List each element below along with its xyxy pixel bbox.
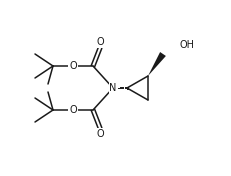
Text: N: N (109, 83, 117, 93)
Text: O: O (96, 37, 104, 47)
Text: O: O (96, 129, 104, 139)
Text: O: O (69, 105, 77, 115)
Polygon shape (148, 52, 166, 76)
Text: O: O (69, 61, 77, 71)
Text: OH: OH (180, 40, 195, 50)
